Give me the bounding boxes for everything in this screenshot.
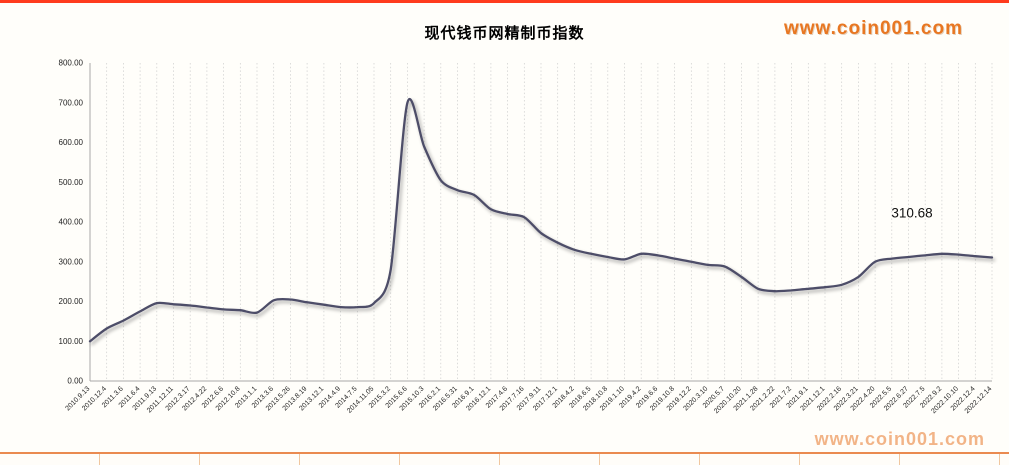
svg-text:100.00: 100.00	[59, 337, 84, 346]
svg-text:400.00: 400.00	[59, 218, 84, 227]
svg-text:200.00: 200.00	[59, 297, 84, 306]
svg-text:300.00: 300.00	[59, 257, 84, 266]
svg-text:500.00: 500.00	[59, 178, 84, 187]
svg-text:600.00: 600.00	[59, 138, 84, 147]
spreadsheet-row-fragment	[0, 452, 1009, 465]
last-value-label: 310.68	[891, 206, 932, 221]
site-url-top: www.coin001.com	[783, 18, 963, 39]
top-accent-bar	[0, 0, 1009, 3]
svg-text:800.00: 800.00	[59, 59, 84, 68]
x-axis-labels: 2010.9.132010.12.42011.3.62011.6.42011.9…	[64, 385, 993, 415]
y-axis-labels: 0.00 100.00 200.00 300.00 400.00 500.00 600.00…	[59, 59, 84, 386]
index-series-line	[88, 98, 994, 343]
vertical-gridlines	[89, 63, 993, 381]
axes	[89, 63, 992, 382]
svg-text:700.00: 700.00	[59, 98, 84, 107]
site-url-watermark: www.coin001.com	[814, 429, 985, 449]
chart-title: 现代钱币网精制币指数	[424, 25, 585, 42]
svg-text:0.00: 0.00	[67, 377, 83, 386]
